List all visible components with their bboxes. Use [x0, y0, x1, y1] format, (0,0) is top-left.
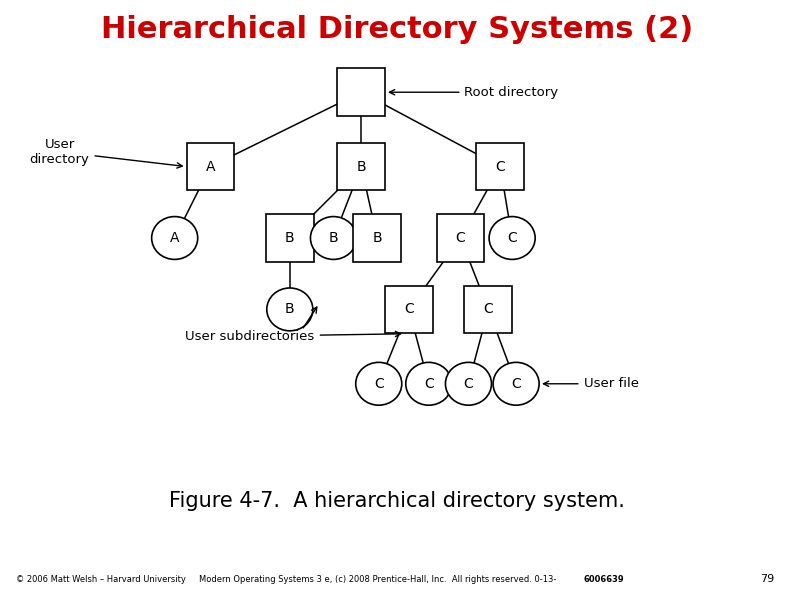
- Text: 6006639: 6006639: [584, 575, 624, 584]
- FancyBboxPatch shape: [187, 143, 234, 190]
- Text: B: B: [285, 302, 295, 317]
- Ellipse shape: [489, 217, 535, 259]
- Ellipse shape: [493, 362, 539, 405]
- Text: B: B: [329, 231, 338, 245]
- FancyBboxPatch shape: [437, 214, 484, 262]
- Ellipse shape: [406, 362, 452, 405]
- Ellipse shape: [356, 362, 402, 405]
- Text: B: B: [357, 159, 366, 174]
- Text: A: A: [206, 159, 215, 174]
- FancyBboxPatch shape: [464, 286, 512, 333]
- FancyBboxPatch shape: [385, 286, 433, 333]
- Text: C: C: [484, 302, 493, 317]
- Text: C: C: [495, 159, 505, 174]
- Text: B: B: [372, 231, 382, 245]
- Text: C: C: [424, 377, 434, 391]
- Text: © 2006 Matt Welsh – Harvard University     Modern Operating Systems 3 e, (c) 200: © 2006 Matt Welsh – Harvard University M…: [16, 575, 557, 584]
- Ellipse shape: [310, 217, 357, 259]
- Ellipse shape: [267, 288, 313, 331]
- Text: C: C: [507, 231, 517, 245]
- Ellipse shape: [152, 217, 198, 259]
- Text: A: A: [170, 231, 179, 245]
- FancyBboxPatch shape: [476, 143, 524, 190]
- Text: C: C: [511, 377, 521, 391]
- Text: C: C: [374, 377, 384, 391]
- Text: User
directory: User directory: [29, 137, 183, 168]
- FancyBboxPatch shape: [353, 214, 401, 262]
- Ellipse shape: [445, 362, 491, 405]
- Text: Figure 4-7.  A hierarchical directory system.: Figure 4-7. A hierarchical directory sys…: [169, 491, 625, 511]
- Text: C: C: [404, 302, 414, 317]
- Text: B: B: [285, 231, 295, 245]
- Text: User file: User file: [543, 377, 638, 390]
- FancyBboxPatch shape: [337, 68, 385, 116]
- Text: Hierarchical Directory Systems (2): Hierarchical Directory Systems (2): [101, 15, 693, 44]
- FancyBboxPatch shape: [337, 143, 385, 190]
- FancyBboxPatch shape: [266, 214, 314, 262]
- Text: 79: 79: [760, 574, 774, 584]
- Text: C: C: [464, 377, 473, 391]
- Text: Root directory: Root directory: [389, 86, 559, 99]
- Text: User subdirectories: User subdirectories: [186, 330, 401, 343]
- Text: C: C: [456, 231, 465, 245]
